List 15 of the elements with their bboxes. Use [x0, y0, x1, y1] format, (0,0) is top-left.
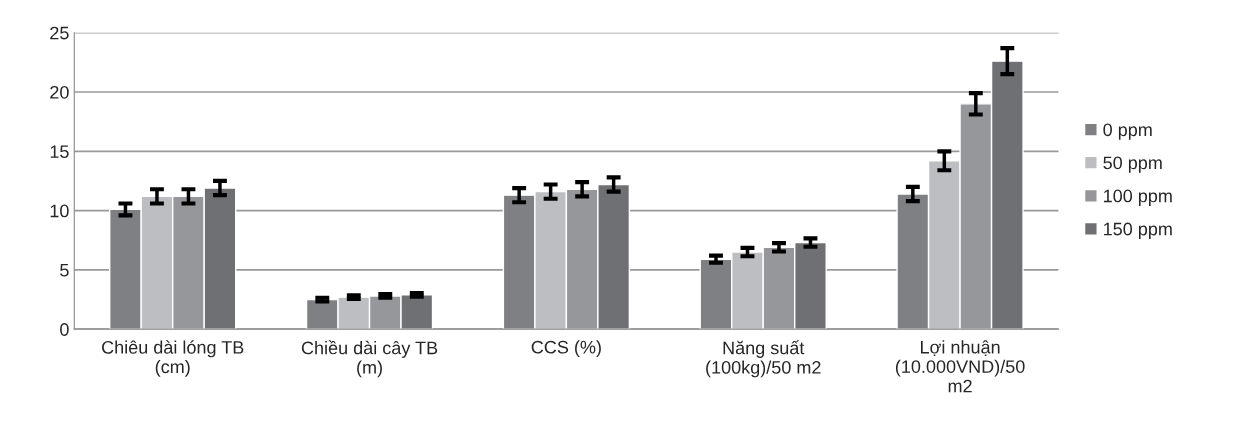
legend-label: 150 ppm: [1104, 222, 1172, 239]
y-tick-label: 20: [50, 85, 69, 99]
x-tick-label: Lợi nhuận (10.000VND)/50 m2: [895, 340, 1025, 393]
legend-label: 0 ppm: [1103, 123, 1152, 140]
x-tick-label: Chiêu dài lóng TB (cm): [102, 340, 244, 377]
y-tick-label: 10: [50, 204, 69, 218]
legend-label: 100 ppm: [1104, 189, 1172, 206]
y-tick-label: 25: [50, 26, 69, 40]
y-tick-label: 15: [50, 145, 69, 159]
x-tick-label: CCS (%): [531, 340, 601, 358]
legend-label: 50 ppm: [1103, 156, 1162, 173]
x-tick-label: Chiều dài cây TB (m): [301, 340, 438, 378]
x-tick-label: Năng suất (100kg)/50 m2: [706, 340, 821, 378]
y-tick-label: 0: [60, 323, 69, 336]
y-tick-label: 5: [60, 264, 69, 277]
